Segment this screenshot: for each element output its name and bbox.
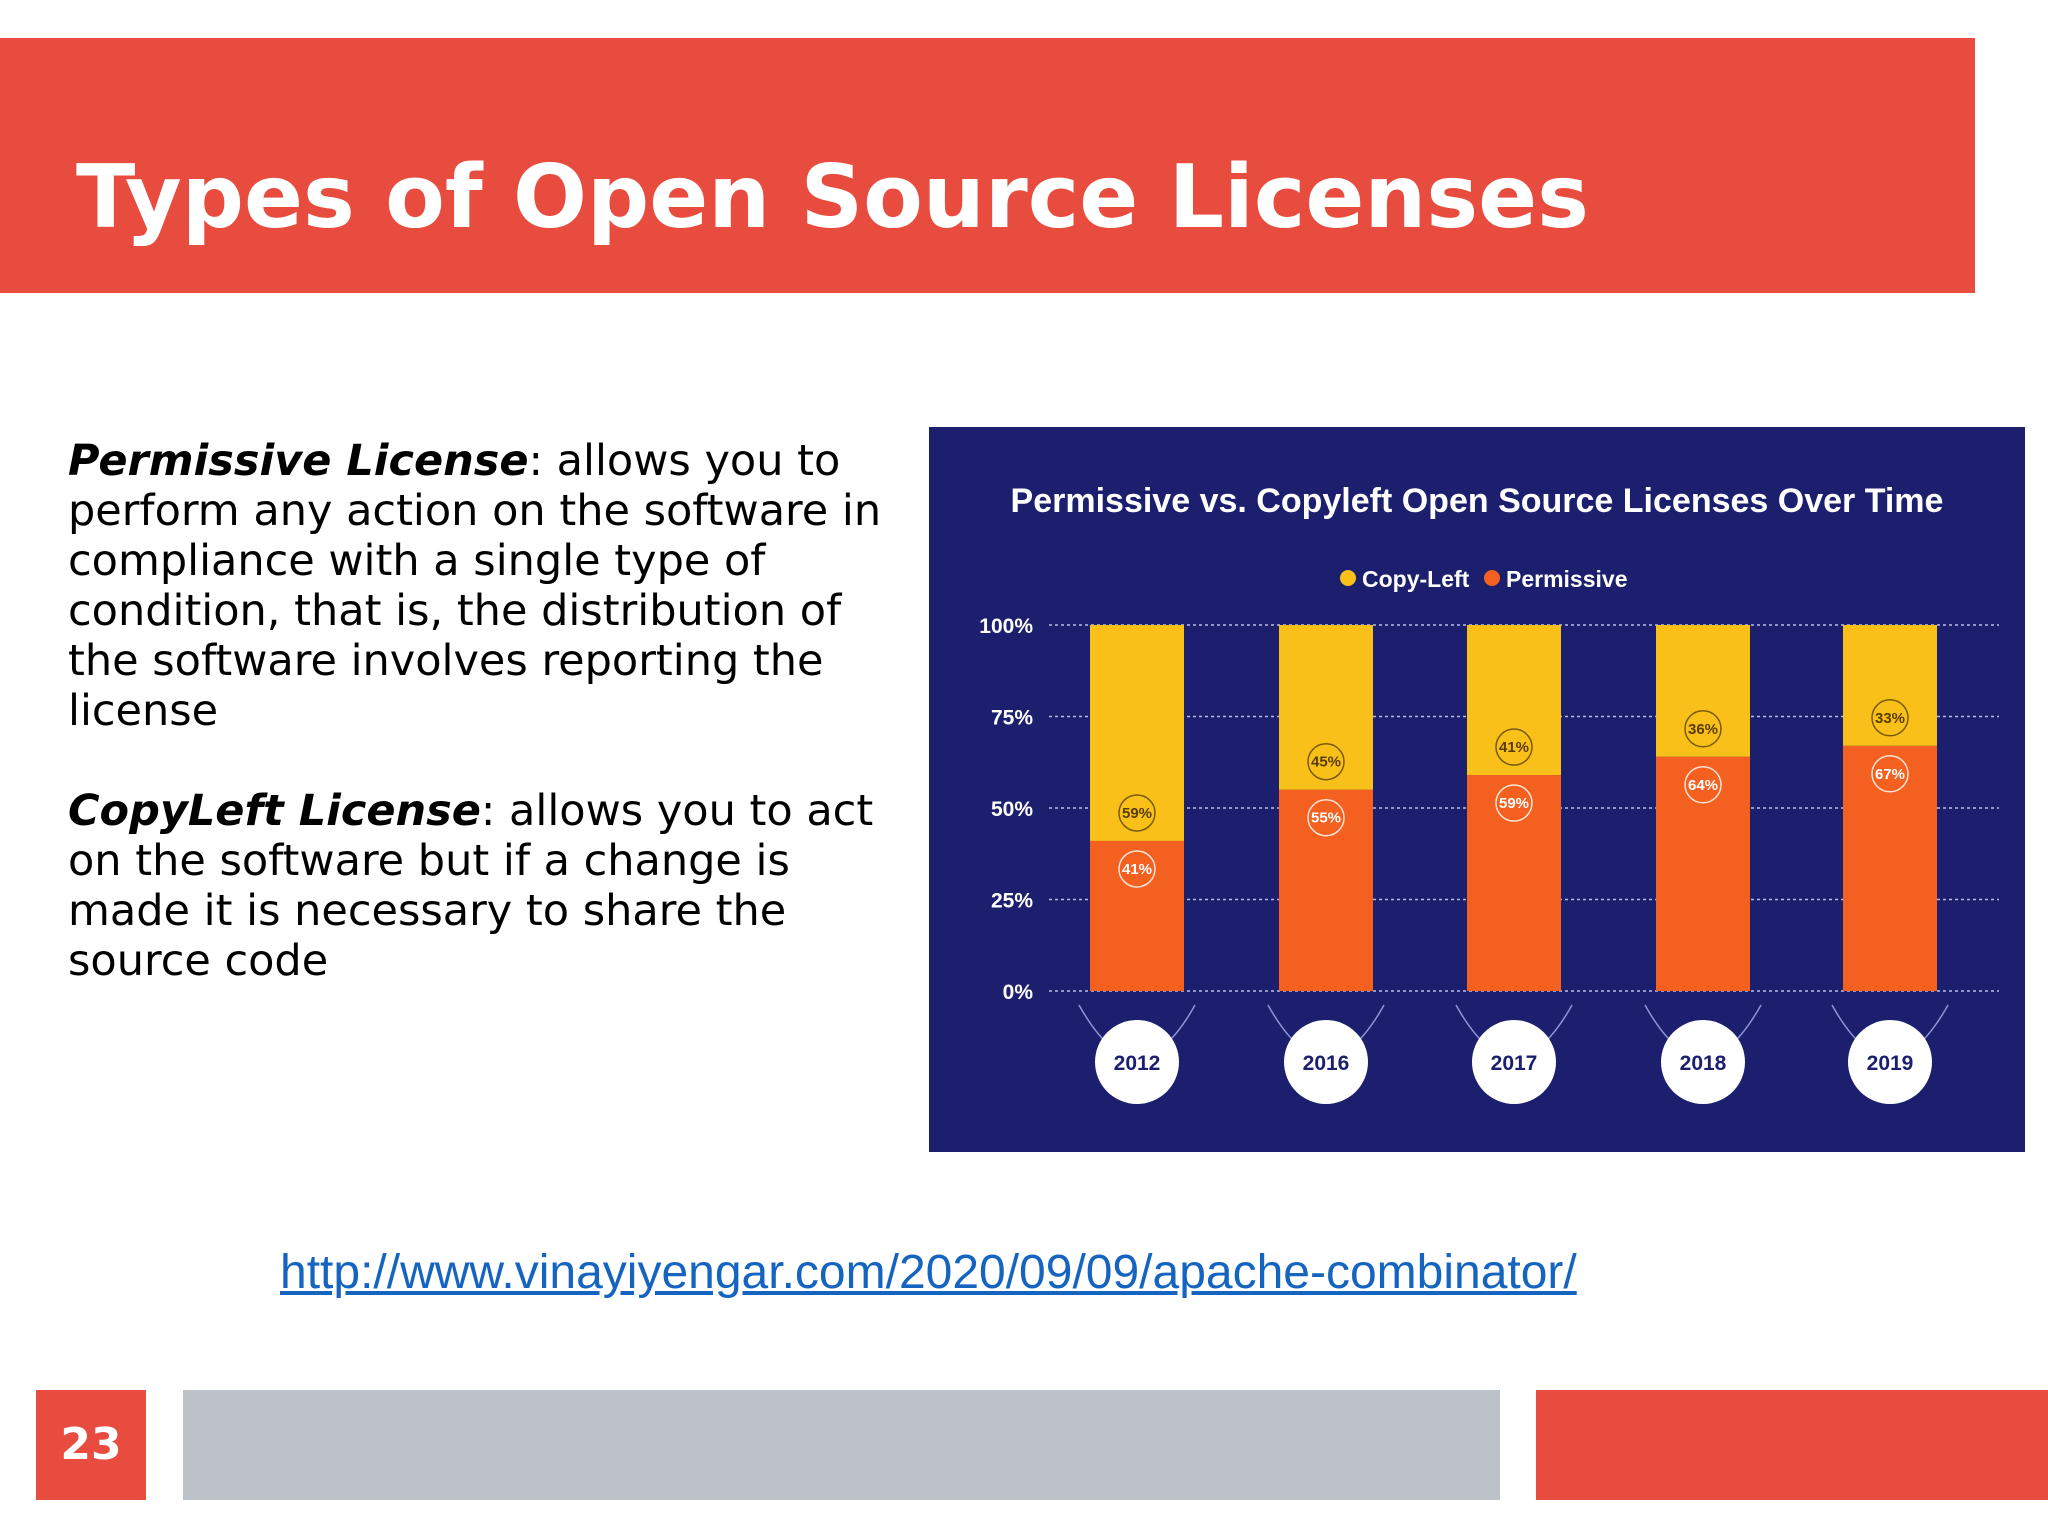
category-bubble xyxy=(1848,1020,1932,1104)
body-text: Permissive License: allows you to perfor… xyxy=(68,436,918,1036)
data-label-copyleft: 45% xyxy=(1311,754,1341,771)
y-tick-label: 25% xyxy=(991,890,1033,913)
bar-permissive xyxy=(1843,745,1937,991)
page-number-box: 23 xyxy=(36,1390,146,1500)
data-label-permissive: 59% xyxy=(1499,795,1529,812)
data-label-ring xyxy=(1495,784,1533,822)
bar-permissive xyxy=(1279,789,1373,991)
x-tick-label: 2017 xyxy=(1491,1052,1538,1075)
x-tick-label: 2016 xyxy=(1303,1052,1350,1075)
bar-copyleft xyxy=(1279,625,1373,790)
y-tick-label: 50% xyxy=(991,798,1033,821)
category-bubble xyxy=(1661,1020,1745,1104)
data-label-copyleft: 33% xyxy=(1875,710,1905,727)
slide-title: Types of Open Source Licenses xyxy=(76,146,1589,248)
x-tick-label: 2019 xyxy=(1867,1052,1914,1075)
x-tick-label: 2018 xyxy=(1680,1052,1727,1075)
bar-permissive xyxy=(1656,756,1750,991)
legend-marker xyxy=(1340,570,1356,586)
data-label-ring xyxy=(1684,766,1722,804)
category-bubble xyxy=(1095,1020,1179,1104)
category-bubble xyxy=(1472,1020,1556,1104)
data-label-ring xyxy=(1307,798,1345,837)
data-label-copyleft: 59% xyxy=(1122,805,1152,822)
data-label-copyleft: 41% xyxy=(1499,739,1529,756)
category-bubble xyxy=(1284,1020,1368,1104)
y-tick-label: 0% xyxy=(1003,981,1034,1004)
copyleft-paragraph: CopyLeft License: allows you to act on t… xyxy=(68,786,918,986)
legend-marker xyxy=(1484,570,1500,586)
source-link[interactable]: http://www.vinayiyengar.com/2020/09/09/a… xyxy=(280,1246,1577,1299)
data-label-ring xyxy=(1495,728,1533,766)
permissive-paragraph: Permissive License: allows you to perfor… xyxy=(68,436,918,736)
permissive-term: Permissive License xyxy=(68,436,529,486)
chart-title: Permissive vs. Copyleft Open Source Lice… xyxy=(1011,482,1944,520)
permissive-description: : allows you to perform any action on th… xyxy=(68,436,882,736)
legend-label: Copy-Left xyxy=(1362,566,1470,592)
data-label-ring xyxy=(1684,710,1722,748)
data-label-permissive: 64% xyxy=(1688,777,1718,794)
title-band xyxy=(0,38,1975,293)
y-tick-label: 100% xyxy=(979,615,1033,638)
data-label-ring xyxy=(1118,794,1156,832)
y-tick-label: 75% xyxy=(991,707,1033,730)
footer-red-bar xyxy=(1536,1390,2048,1500)
bar-copyleft xyxy=(1090,625,1184,841)
page-number: 23 xyxy=(60,1419,122,1470)
footer-gray-bar xyxy=(183,1390,1500,1500)
legend-label: Permissive xyxy=(1506,566,1627,592)
data-label-permissive: 41% xyxy=(1122,861,1152,878)
copyleft-term: CopyLeft License xyxy=(68,786,481,836)
copyleft-description: : allows you to act on the software but … xyxy=(68,786,874,986)
data-label-ring xyxy=(1307,742,1345,781)
data-label-ring xyxy=(1118,850,1156,888)
x-tick-label: 2012 xyxy=(1114,1052,1161,1075)
data-label-permissive: 67% xyxy=(1875,766,1905,783)
data-label-copyleft: 36% xyxy=(1688,721,1718,738)
bar-copyleft xyxy=(1467,625,1561,776)
data-label-ring xyxy=(1871,755,1909,793)
data-label-ring xyxy=(1871,699,1909,737)
bar-permissive xyxy=(1467,775,1561,991)
chart-svg: Permissive vs. Copyleft Open Source Lice… xyxy=(979,482,1999,1104)
bar-permissive xyxy=(1090,840,1184,991)
data-label-permissive: 55% xyxy=(1311,810,1341,827)
bar-copyleft xyxy=(1843,625,1937,746)
license-chart: Permissive vs. Copyleft Open Source Lice… xyxy=(929,427,2025,1152)
bar-copyleft xyxy=(1656,625,1750,757)
